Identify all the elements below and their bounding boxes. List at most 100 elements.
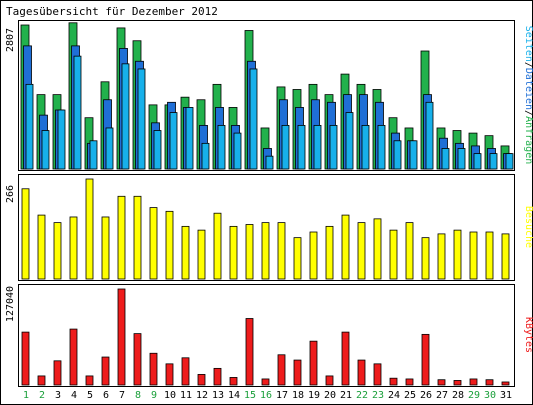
- bar-seiten-4: [73, 55, 82, 170]
- day-label-31: 31: [500, 390, 512, 401]
- bar-seiten-23: [377, 124, 386, 170]
- day-label-5: 5: [87, 390, 93, 401]
- day-label-28: 28: [452, 390, 464, 401]
- bar-seiten-12: [201, 142, 210, 170]
- panel-kbytes: 127040 KBytes: [5, 284, 533, 387]
- bar-besuche-3: [53, 222, 62, 280]
- bar-kbytes-30: [485, 379, 494, 386]
- bar-besuche-13: [213, 212, 222, 280]
- legend-item-kbytes-0: KBytes: [523, 317, 533, 353]
- bar-kbytes-28: [453, 380, 462, 386]
- bar-besuche-2: [37, 214, 46, 280]
- bar-besuche-5: [85, 178, 94, 280]
- bar-seiten-27: [441, 148, 450, 170]
- panel-hits: 2807 Seiten/Dateien/Anfragen: [5, 20, 533, 171]
- bar-kbytes-5: [85, 375, 94, 386]
- bar-kbytes-21: [341, 331, 350, 386]
- panel-frame-hits: [18, 20, 515, 171]
- day-label-17: 17: [276, 390, 288, 401]
- bar-seiten-8: [137, 68, 146, 170]
- ymax-label-visits: 266: [5, 185, 16, 203]
- bar-kbytes-2: [37, 375, 46, 386]
- bar-seiten-11: [185, 107, 194, 170]
- bar-besuche-11: [181, 225, 190, 280]
- bar-seiten-17: [281, 124, 290, 170]
- bar-seiten-5: [89, 140, 98, 170]
- bar-kbytes-31: [501, 381, 510, 386]
- bar-kbytes-15: [245, 318, 254, 386]
- bar-seiten-22: [361, 124, 370, 170]
- day-label-16: 16: [260, 390, 272, 401]
- day-label-20: 20: [324, 390, 336, 401]
- bar-besuche-8: [133, 195, 142, 280]
- bar-besuche-18: [293, 237, 302, 280]
- bar-besuche-12: [197, 229, 206, 280]
- bar-seiten-24: [393, 140, 402, 170]
- day-labels: 1 2 3 4 5 6 7 8 9 10 11 12 13 14 15 16 17 18 19 20 21 22 23 24 2…: [23, 390, 512, 401]
- day-label-6: 6: [103, 390, 109, 401]
- bar-seiten-3: [57, 109, 66, 170]
- day-label-29: 29: [468, 390, 480, 401]
- bar-seiten-19: [313, 124, 322, 170]
- bar-seiten-20: [329, 124, 338, 170]
- bar-besuche-30: [485, 231, 494, 280]
- bar-seiten-31: [505, 153, 514, 170]
- bar-kbytes-18: [293, 359, 302, 386]
- bar-seiten-10: [169, 112, 178, 170]
- day-label-13: 13: [212, 390, 224, 401]
- bar-kbytes-13: [213, 367, 222, 386]
- bar-kbytes-23: [373, 363, 382, 386]
- day-label-8: 8: [135, 390, 141, 401]
- day-label-10: 10: [164, 390, 176, 401]
- bar-seiten-2: [41, 130, 50, 170]
- bar-besuche-17: [277, 222, 286, 280]
- day-label-27: 27: [436, 390, 448, 401]
- bar-seiten-30: [489, 153, 498, 170]
- chart-title: Tagesübersicht für Dezember 2012: [6, 5, 218, 18]
- panel-visits: 266 Besuche: [5, 174, 533, 281]
- day-label-23: 23: [372, 390, 384, 401]
- bar-kbytes-26: [421, 333, 430, 386]
- bar-besuche-10: [165, 210, 174, 280]
- bar-seiten-15: [249, 68, 258, 170]
- bar-besuche-1: [21, 188, 30, 280]
- bar-seiten-21: [345, 112, 354, 170]
- bar-kbytes-16: [261, 378, 270, 386]
- bar-seiten-29: [473, 153, 482, 170]
- bar-kbytes-19: [309, 340, 318, 386]
- bar-kbytes-27: [437, 379, 446, 386]
- bar-seiten-25: [409, 140, 418, 170]
- bar-kbytes-10: [165, 363, 174, 386]
- legend-item-hits-0: Seiten: [523, 26, 533, 62]
- bar-besuche-25: [405, 222, 414, 280]
- day-label-2: 2: [39, 390, 45, 401]
- day-label-21: 21: [340, 390, 352, 401]
- panel-frame-visits: [18, 174, 515, 281]
- bar-kbytes-7: [117, 288, 126, 386]
- bar-kbytes-17: [277, 354, 286, 386]
- bar-kbytes-29: [469, 378, 478, 386]
- bar-besuche-19: [309, 231, 318, 280]
- bar-kbytes-1: [21, 331, 30, 386]
- day-label-15: 15: [244, 390, 256, 401]
- bar-kbytes-24: [389, 377, 398, 386]
- bar-besuche-23: [373, 218, 382, 280]
- bar-besuche-27: [437, 233, 446, 280]
- day-label-19: 19: [308, 390, 320, 401]
- bar-kbytes-9: [149, 352, 158, 386]
- bar-kbytes-3: [53, 360, 62, 386]
- day-label-22: 22: [356, 390, 368, 401]
- bar-besuche-21: [341, 214, 350, 280]
- bar-kbytes-22: [357, 359, 366, 386]
- bar-seiten-18: [297, 124, 306, 170]
- day-label-9: 9: [151, 390, 157, 401]
- chart-panels: 2807 Seiten/Dateien/Anfragen266Besuche127…: [5, 20, 533, 387]
- day-label-14: 14: [228, 390, 240, 401]
- ymax-label-hits: 2807: [5, 28, 16, 52]
- bar-besuche-31: [501, 233, 510, 280]
- day-label-12: 12: [196, 390, 208, 401]
- legend-item-hits-2: Dateien: [523, 68, 533, 110]
- bar-seiten-7: [121, 63, 130, 170]
- legend-item-hits-1: /: [523, 62, 533, 68]
